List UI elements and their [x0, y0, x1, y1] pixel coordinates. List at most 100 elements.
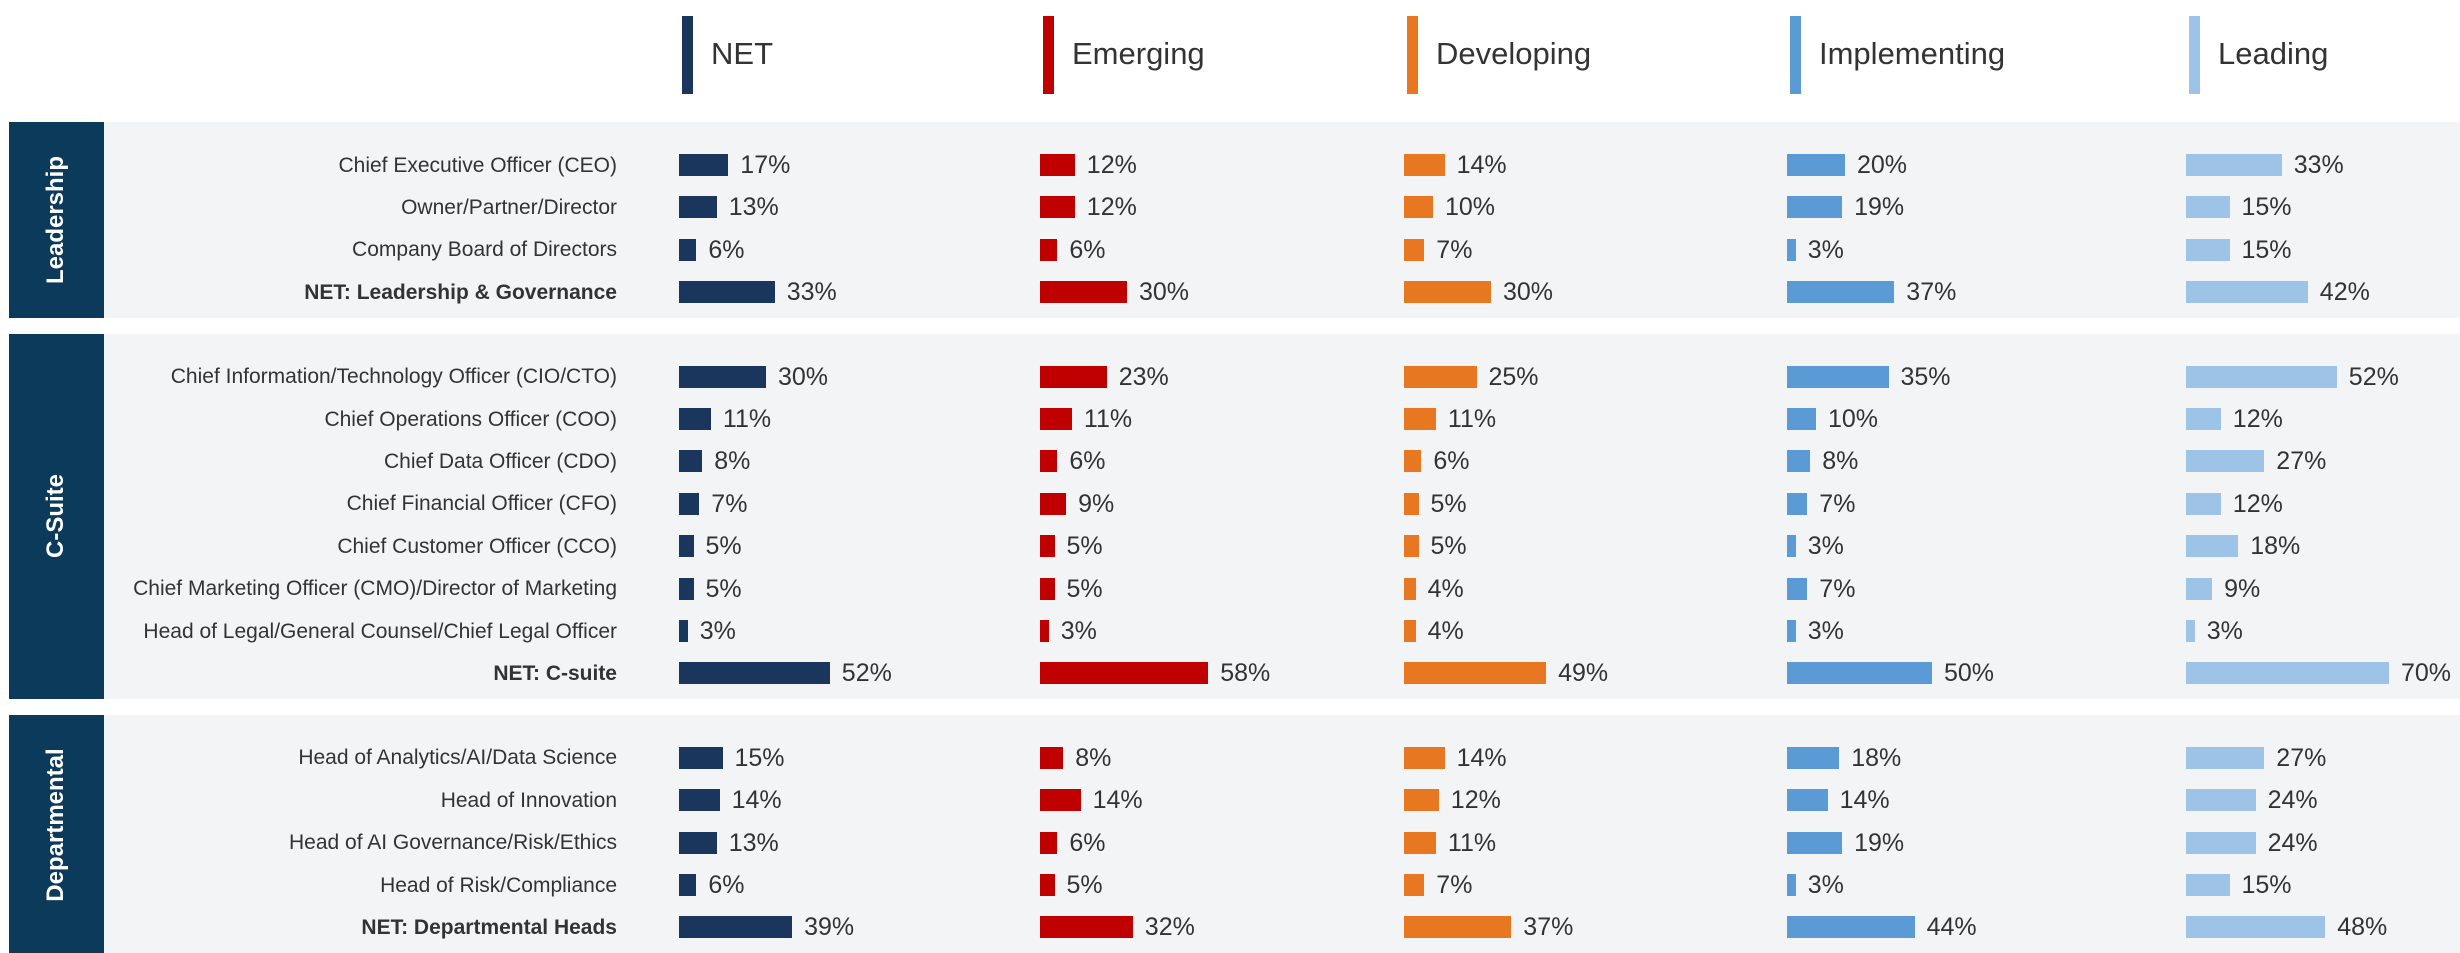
header-swatch [682, 16, 693, 94]
bar [679, 662, 830, 685]
value-label: 50% [1944, 659, 1995, 688]
group-box [9, 122, 104, 318]
header-label: Leading [2218, 36, 2329, 71]
bar [679, 408, 711, 430]
value-label: 25% [1488, 362, 1539, 391]
value-label: 15% [2241, 871, 2292, 899]
value-label: 18% [2250, 532, 2301, 561]
value-label: 49% [1558, 659, 1609, 688]
row-label: Head of Innovation [440, 788, 617, 812]
bar [679, 281, 775, 304]
value-label: 5% [705, 532, 742, 561]
bar [1787, 196, 1843, 219]
bar [1404, 789, 1439, 812]
bar [2186, 916, 2326, 939]
bar [679, 789, 720, 812]
row-label: Chief Data Officer (CDO) [384, 449, 617, 473]
bar [1404, 238, 1425, 261]
bar [2186, 874, 2230, 896]
bar [1040, 746, 1064, 769]
value-label: 44% [1926, 913, 1977, 942]
row-label: Head of Analytics/AI/Data Science [298, 746, 617, 770]
header-label: Emerging [1072, 36, 1205, 71]
value-label: 37% [1523, 913, 1574, 942]
value-label: 3% [1807, 617, 1844, 645]
bar [1787, 620, 1796, 642]
value-label: 9% [2224, 574, 2261, 603]
value-label: 14% [1456, 743, 1507, 772]
value-label: 10% [1828, 405, 1879, 433]
bar [1787, 831, 1843, 854]
value-label: 52% [2348, 362, 2399, 391]
value-label: 15% [2241, 235, 2292, 264]
value-label: 5% [1430, 489, 1467, 518]
bar [679, 535, 694, 558]
bar [1787, 450, 1811, 473]
group-band [104, 333, 2460, 699]
group-box [9, 714, 104, 953]
group-band [104, 714, 2460, 953]
bar [1040, 365, 1107, 388]
bar [2186, 577, 2213, 600]
bar [1404, 577, 1416, 600]
row-label: Chief Operations Officer (COO) [324, 407, 617, 431]
row-label: Owner/Partner/Director [401, 195, 617, 219]
row-label: NET: Departmental Heads [361, 915, 617, 939]
header-swatch [1043, 16, 1054, 94]
value-label: 14% [731, 786, 782, 815]
bar [1787, 492, 1808, 515]
value-label: 7% [1436, 871, 1473, 899]
bar [1040, 492, 1067, 515]
value-label: 8% [714, 447, 751, 476]
bar [2186, 620, 2195, 642]
bar [1040, 831, 1058, 854]
bar [1404, 916, 1512, 939]
bar [1787, 874, 1796, 896]
bar [1040, 154, 1075, 176]
header-label: NET [711, 36, 773, 71]
value-label: 30% [1503, 278, 1554, 307]
value-label: 30% [1139, 278, 1190, 307]
value-label: 3% [699, 617, 736, 645]
bar [679, 196, 717, 219]
bar [2186, 746, 2265, 769]
bar [679, 154, 729, 176]
bar [1787, 238, 1796, 261]
row-label: Chief Marketing Officer (CMO)/Director o… [133, 577, 617, 601]
header-label: Implementing [1819, 36, 2006, 71]
header-swatch [1790, 16, 1801, 94]
bar [2186, 281, 2308, 304]
bar [2186, 789, 2256, 812]
row-label: Chief Customer Officer (CCO) [337, 534, 617, 558]
value-label: 3% [2206, 617, 2243, 645]
bar [1404, 535, 1419, 558]
bar [1787, 746, 1840, 769]
bar [679, 916, 793, 939]
bar [2186, 662, 2389, 685]
value-label: 6% [708, 235, 745, 264]
row-label: Head of Risk/Compliance [380, 873, 617, 897]
bar [2186, 535, 2239, 558]
row-label: Head of Legal/General Counsel/Chief Lega… [143, 619, 617, 643]
bar [679, 831, 717, 854]
header-swatch [1407, 16, 1418, 94]
group-label: C-Suite [42, 474, 69, 559]
bar [1787, 577, 1808, 600]
value-label: 11% [1447, 828, 1497, 857]
bar [679, 746, 723, 769]
bar [1787, 365, 1889, 388]
value-label: 6% [1433, 447, 1470, 476]
bar [2186, 408, 2221, 430]
bar [679, 577, 694, 600]
value-label: 58% [1220, 659, 1271, 688]
group-label: Leadership [42, 155, 69, 284]
bar [1404, 831, 1436, 854]
group-band [104, 122, 2460, 318]
bar [1787, 281, 1895, 304]
value-label: 48% [2337, 913, 2388, 942]
bar [2186, 492, 2221, 515]
value-label: 18% [1851, 743, 1902, 772]
bar [679, 874, 697, 896]
row-label: Chief Information/Technology Officer (CI… [170, 365, 617, 389]
bar [2186, 450, 2265, 473]
